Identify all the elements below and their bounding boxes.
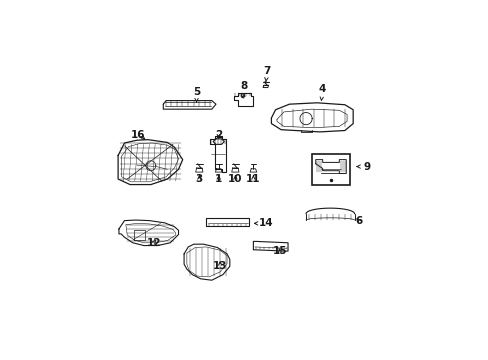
Text: 11: 11	[245, 174, 260, 184]
Text: 2: 2	[215, 130, 222, 140]
Text: 14: 14	[254, 219, 273, 228]
Text: 9: 9	[356, 162, 370, 172]
Text: 3: 3	[195, 174, 203, 184]
Text: 15: 15	[272, 246, 286, 256]
Text: 16: 16	[131, 130, 145, 140]
Text: 4: 4	[318, 84, 325, 100]
Text: 13: 13	[212, 261, 227, 271]
Text: 5: 5	[193, 87, 200, 102]
Text: 6: 6	[354, 216, 362, 226]
Text: 10: 10	[227, 174, 242, 184]
Text: 7: 7	[263, 66, 270, 81]
Bar	[311, 154, 350, 185]
Text: 12: 12	[146, 238, 161, 248]
Text: 1: 1	[215, 174, 222, 184]
Text: 8: 8	[240, 81, 247, 98]
